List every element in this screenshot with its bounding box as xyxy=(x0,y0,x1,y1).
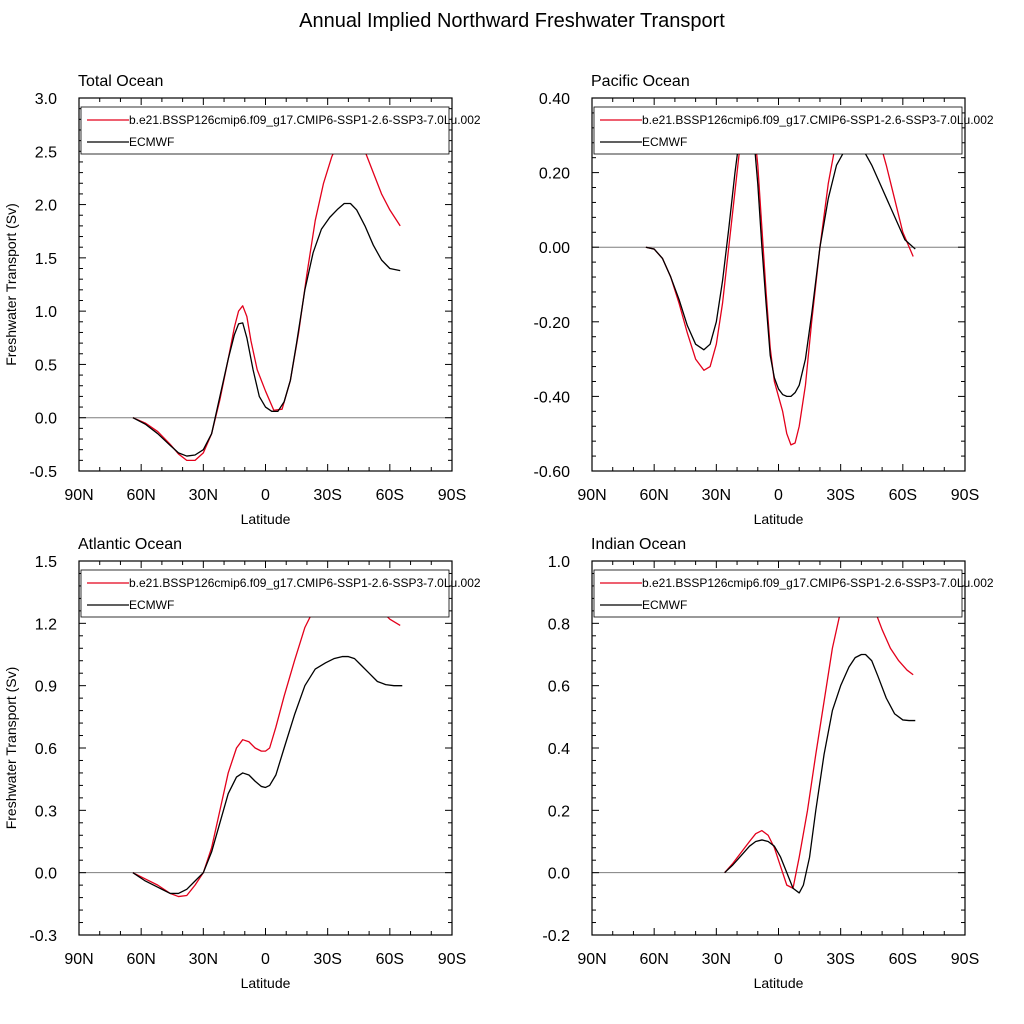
y-tick-label: 0.5 xyxy=(35,357,57,374)
x-tick-label: 60N xyxy=(639,951,668,968)
y-tick-label: 2.5 xyxy=(35,144,57,161)
panel-title: Total Ocean xyxy=(78,73,163,90)
y-tick-label: 0.9 xyxy=(35,679,57,696)
x-tick-label: 90S xyxy=(438,951,466,968)
series-line-model xyxy=(724,582,914,889)
x-tick-label: 90N xyxy=(64,487,93,504)
y-tick-label: 2.0 xyxy=(35,198,57,215)
plot-frame xyxy=(78,560,453,936)
y-tick-label: -0.3 xyxy=(29,928,57,945)
x-tick-label: 30S xyxy=(826,487,854,504)
y-tick-label: -0.20 xyxy=(534,315,571,332)
x-tick-label: 90N xyxy=(577,951,606,968)
panel-pacific-ocean: 90N 60N 30N 0 30S 60S 90S -0.60 -0.40 -0.20 0.00 0.… xyxy=(534,73,994,527)
x-tick-label: 90N xyxy=(64,951,93,968)
legend-label: ECMWF xyxy=(642,135,687,149)
legend-label: b.e21.BSSP126cmip6.f09_g17.CMIP6-SSP1-2.… xyxy=(129,576,481,590)
plot-frame xyxy=(591,560,966,936)
series-line-model xyxy=(132,129,401,461)
legend-label: ECMWF xyxy=(129,598,174,612)
legend-label: b.e21.BSSP126cmip6.f09_g17.CMIP6-SSP1-2.… xyxy=(642,113,994,127)
y-axis-label: Freshwater Transport (Sv) xyxy=(3,667,19,830)
panel-total-ocean: 90N 60N 30N 0 30S 60S 90S -0.5 0.0 0.5 1.0 1.5 2.0 2.… xyxy=(3,73,481,527)
y-tick-label: 3.0 xyxy=(35,91,57,108)
y-tick-label: 0.2 xyxy=(548,803,570,820)
y-tick-label: 0.0 xyxy=(548,866,570,883)
series-line-ecmwf xyxy=(132,202,401,457)
y-tick-label: 0.6 xyxy=(35,741,57,758)
x-tick-label: 0 xyxy=(774,951,783,968)
plot-frame xyxy=(591,97,966,472)
x-tick-label: 30N xyxy=(189,487,218,504)
y-tick-label: 1.5 xyxy=(35,251,57,268)
x-tick-label: 0 xyxy=(261,951,270,968)
x-tick-label: 60S xyxy=(376,951,404,968)
y-tick-label: 1.0 xyxy=(548,554,570,571)
x-tick-label: 60S xyxy=(376,487,404,504)
y-tick-label: -0.40 xyxy=(534,389,571,406)
panel-title: Atlantic Ocean xyxy=(78,536,182,553)
legend-label: b.e21.BSSP126cmip6.f09_g17.CMIP6-SSP1-2.… xyxy=(642,576,994,590)
x-tick-label: 30N xyxy=(189,951,218,968)
legend-box xyxy=(80,569,450,618)
y-tick-label: 1.2 xyxy=(35,616,57,633)
legend: b.e21.BSSP126cmip6.f09_g17.CMIP6-SSP1-2.… xyxy=(80,106,481,155)
x-tick-label: 90S xyxy=(951,487,979,504)
y-tick-label: 0.0 xyxy=(35,411,57,428)
y-tick-label: 0.20 xyxy=(539,166,570,183)
series-line-model xyxy=(645,108,914,446)
legend-box xyxy=(80,106,450,155)
plot-frame xyxy=(78,97,453,472)
x-axis-label: Latitude xyxy=(241,511,291,527)
x-tick-label: 0 xyxy=(261,487,270,504)
y-tick-label: 0.6 xyxy=(548,679,570,696)
y-tick-label: 0.0 xyxy=(35,866,57,883)
x-tick-label: 60S xyxy=(889,951,917,968)
x-tick-label: 60N xyxy=(126,487,155,504)
legend-label: ECMWF xyxy=(642,598,687,612)
x-axis-label: Latitude xyxy=(754,511,804,527)
x-tick-label: 60N xyxy=(639,487,668,504)
panel-atlantic-ocean: 90N 60N 30N 0 30S 60S 90S -0.3 0.0 0.3 0.6 0.9 1.2 1.… xyxy=(3,536,481,991)
y-tick-label: 0.3 xyxy=(35,803,57,820)
y-tick-label: -0.60 xyxy=(534,464,571,481)
y-tick-label: 0.8 xyxy=(548,616,570,633)
series-line-ecmwf xyxy=(724,653,916,894)
legend: b.e21.BSSP126cmip6.f09_g17.CMIP6-SSP1-2.… xyxy=(80,569,481,618)
x-tick-label: 30S xyxy=(826,951,854,968)
x-tick-label: 90S xyxy=(438,487,466,504)
x-tick-label: 30S xyxy=(313,487,341,504)
legend: b.e21.BSSP126cmip6.f09_g17.CMIP6-SSP1-2.… xyxy=(593,569,994,618)
legend: b.e21.BSSP126cmip6.f09_g17.CMIP6-SSP1-2.… xyxy=(593,106,994,155)
legend-box xyxy=(593,569,963,618)
x-tick-label: 90N xyxy=(577,487,606,504)
y-tick-label: 0.40 xyxy=(539,91,570,108)
panel-title: Pacific Ocean xyxy=(591,73,690,90)
x-axis-label: Latitude xyxy=(241,975,291,991)
x-tick-label: 90S xyxy=(951,951,979,968)
series-line-model xyxy=(132,576,401,898)
panel-title: Indian Ocean xyxy=(591,536,686,553)
x-tick-label: 60S xyxy=(889,487,917,504)
y-tick-label: 1.0 xyxy=(35,304,57,321)
legend-label: b.e21.BSSP126cmip6.f09_g17.CMIP6-SSP1-2.… xyxy=(129,113,481,127)
x-tick-label: 30S xyxy=(313,951,341,968)
x-axis-label: Latitude xyxy=(754,975,804,991)
y-tick-label: 0.4 xyxy=(548,741,570,758)
y-tick-label: 1.5 xyxy=(35,554,57,571)
legend-box xyxy=(593,106,963,155)
legend-label: ECMWF xyxy=(129,135,174,149)
y-tick-label: -0.5 xyxy=(29,464,57,481)
figure-title: Annual Implied Northward Freshwater Tran… xyxy=(299,10,725,32)
y-tick-label: 0.00 xyxy=(539,240,570,257)
y-axis-label: Freshwater Transport (Sv) xyxy=(3,203,19,366)
y-tick-label: -0.2 xyxy=(542,928,570,945)
x-tick-label: 30N xyxy=(702,487,731,504)
x-tick-label: 30N xyxy=(702,951,731,968)
x-tick-label: 60N xyxy=(126,951,155,968)
panel-indian-ocean: 90N 60N 30N 0 30S 60S 90S -0.2 0.0 0.2 0.4 0.6 0.8 1.… xyxy=(542,536,993,991)
x-tick-label: 0 xyxy=(774,487,783,504)
series-line-ecmwf xyxy=(132,655,403,895)
